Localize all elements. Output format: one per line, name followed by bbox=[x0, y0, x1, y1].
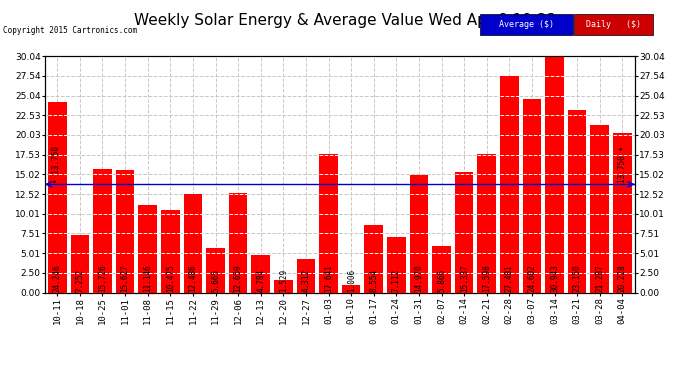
Text: 21.287: 21.287 bbox=[595, 264, 604, 291]
Text: 23.150: 23.150 bbox=[573, 264, 582, 291]
Bar bbox=[432, 246, 451, 292]
Bar bbox=[477, 154, 496, 292]
Text: 8.554: 8.554 bbox=[369, 268, 378, 291]
Bar bbox=[229, 193, 248, 292]
Bar bbox=[613, 134, 631, 292]
Bar bbox=[161, 210, 179, 292]
Bar bbox=[387, 237, 406, 292]
Bar bbox=[184, 194, 202, 292]
Bar bbox=[274, 280, 293, 292]
Text: 7.252: 7.252 bbox=[75, 268, 84, 291]
Text: 5.665: 5.665 bbox=[211, 268, 220, 291]
Text: 4.784: 4.784 bbox=[256, 268, 265, 291]
Text: 11.146: 11.146 bbox=[144, 264, 152, 291]
Bar bbox=[206, 248, 225, 292]
Text: 1.006: 1.006 bbox=[346, 268, 355, 291]
Text: Daily   ($): Daily ($) bbox=[586, 20, 641, 29]
Text: 15.627: 15.627 bbox=[121, 264, 130, 291]
Text: 24.602: 24.602 bbox=[527, 264, 536, 291]
Text: 7.112: 7.112 bbox=[392, 268, 401, 291]
Bar bbox=[342, 285, 360, 292]
Bar bbox=[568, 110, 586, 292]
Text: 30.943: 30.943 bbox=[550, 264, 559, 291]
Text: 10.475: 10.475 bbox=[166, 264, 175, 291]
Text: 17.641: 17.641 bbox=[324, 264, 333, 291]
Text: 17.598: 17.598 bbox=[482, 264, 491, 291]
Bar bbox=[500, 76, 519, 292]
Text: 1.529: 1.529 bbox=[279, 268, 288, 291]
Text: 15.726: 15.726 bbox=[98, 264, 107, 291]
Bar bbox=[48, 102, 66, 292]
Bar bbox=[364, 225, 383, 292]
Text: 4.312: 4.312 bbox=[302, 268, 310, 291]
Text: Average ($): Average ($) bbox=[499, 20, 553, 29]
Text: 15.337: 15.337 bbox=[460, 264, 469, 291]
Bar bbox=[116, 170, 135, 292]
Bar bbox=[455, 172, 473, 292]
Bar bbox=[591, 125, 609, 292]
Bar bbox=[319, 154, 338, 292]
Text: Weekly Solar Energy & Average Value Wed Apr 8 19:22: Weekly Solar Energy & Average Value Wed … bbox=[134, 13, 556, 28]
Bar bbox=[251, 255, 270, 292]
Text: 14.970: 14.970 bbox=[415, 264, 424, 291]
Bar bbox=[545, 49, 564, 292]
Bar bbox=[93, 169, 112, 292]
Bar bbox=[410, 175, 428, 292]
Text: Copyright 2015 Cartronics.com: Copyright 2015 Cartronics.com bbox=[3, 26, 137, 35]
Text: 13.750 •: 13.750 • bbox=[618, 146, 627, 183]
Text: 12.659: 12.659 bbox=[234, 264, 243, 291]
Text: 24.246: 24.246 bbox=[52, 264, 62, 291]
Text: 27.481: 27.481 bbox=[505, 264, 514, 291]
Bar bbox=[70, 236, 89, 292]
Bar bbox=[523, 99, 541, 292]
Text: • 13.750: • 13.750 bbox=[52, 146, 61, 183]
Bar bbox=[297, 259, 315, 292]
Bar bbox=[139, 205, 157, 292]
Text: 20.228: 20.228 bbox=[618, 264, 627, 291]
Text: 5.866: 5.866 bbox=[437, 268, 446, 291]
Text: 12.486: 12.486 bbox=[188, 264, 197, 291]
